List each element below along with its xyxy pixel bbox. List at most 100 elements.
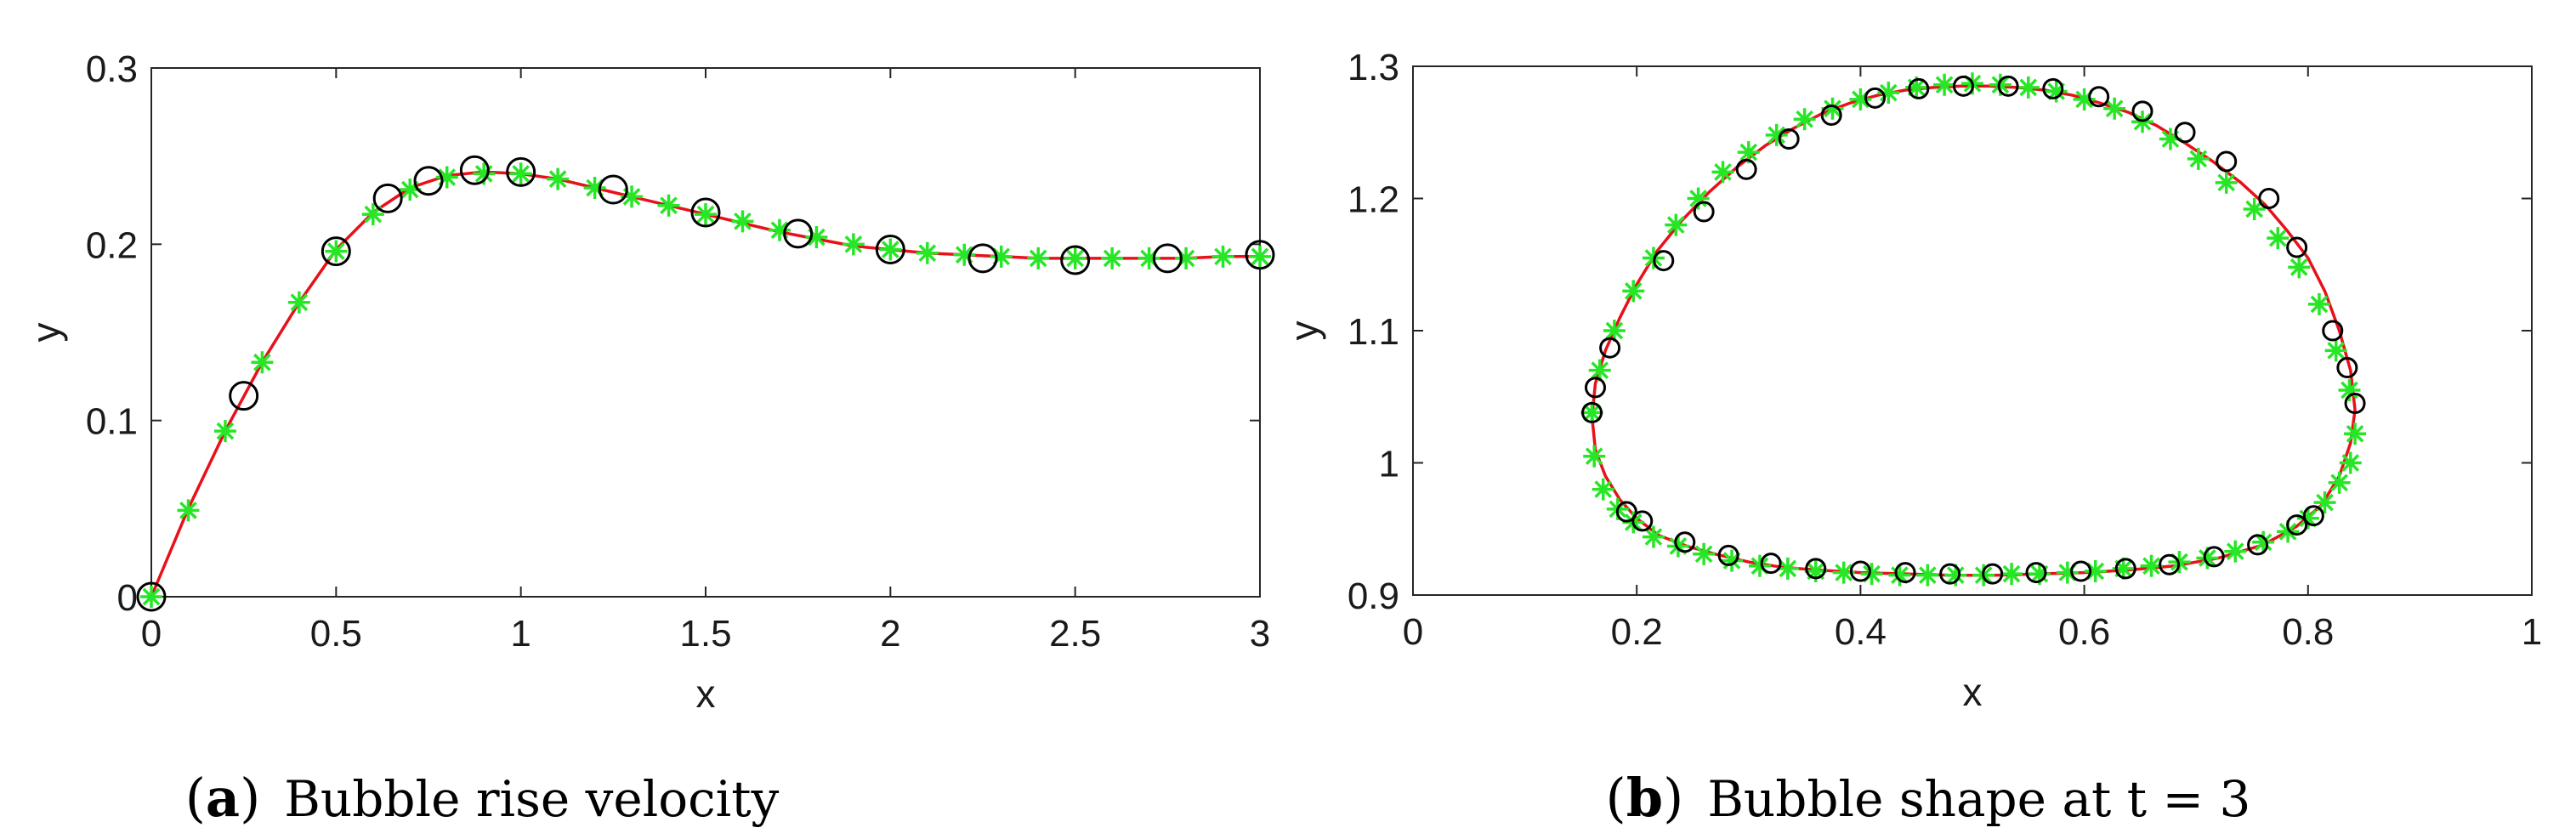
x-tick-label: 0.2 xyxy=(1611,611,1663,653)
asterisk-marker xyxy=(1711,161,1734,184)
asterisk-marker xyxy=(509,162,532,185)
asterisk-marker xyxy=(1989,73,2011,96)
asterisk-marker xyxy=(1804,560,1827,583)
x-tick-label: 1 xyxy=(2522,611,2542,653)
circle-marker xyxy=(1615,501,1637,523)
series-line-reference xyxy=(1590,84,2357,577)
asterisk-marker xyxy=(2288,256,2311,279)
asterisk-marker xyxy=(213,420,236,443)
asterisk-marker xyxy=(1721,549,1744,572)
asterisk-marker xyxy=(2277,520,2300,543)
asterisk-marker xyxy=(1665,213,1688,236)
asterisk-marker xyxy=(916,241,939,264)
axes-frame xyxy=(1412,65,2533,596)
circle-marker xyxy=(2286,514,2308,536)
circle-marker xyxy=(2322,320,2344,342)
circle-marker xyxy=(2286,236,2308,258)
asterisk-marker xyxy=(1933,73,1956,96)
asterisk-marker xyxy=(2140,554,2163,577)
circle-marker xyxy=(1735,158,1757,180)
x-axis-label: x xyxy=(1963,670,1983,714)
asterisk-marker xyxy=(1916,564,1939,587)
asterisk-marker xyxy=(1027,247,1050,269)
circle-marker xyxy=(372,183,403,213)
circle-marker xyxy=(783,218,814,249)
asterisk-marker xyxy=(287,291,310,314)
circle-marker xyxy=(413,166,444,196)
circle-marker xyxy=(1717,544,1739,566)
y-axis-label: y xyxy=(24,323,68,343)
circle-marker xyxy=(2247,534,2269,556)
asterisk-marker xyxy=(2328,471,2351,494)
circle-marker xyxy=(2258,188,2280,209)
asterisk-marker xyxy=(583,176,606,199)
asterisk-marker xyxy=(1138,247,1160,269)
circle-marker xyxy=(2159,553,2181,575)
asterisk-marker xyxy=(1793,108,1816,131)
circle-marker xyxy=(967,243,998,274)
circle-marker xyxy=(598,174,628,205)
asterisk-marker xyxy=(140,586,162,608)
asterisk-marker xyxy=(2224,540,2247,563)
asterisk-marker xyxy=(2103,97,2126,120)
circle-marker xyxy=(1674,531,1696,553)
y-tick-label: 1.3 xyxy=(1348,47,1399,88)
caption-b-text: Bubble shape at t = 3 xyxy=(1707,770,2250,828)
asterisk-marker xyxy=(1101,247,1124,269)
asterisk-marker xyxy=(2084,560,2107,583)
asterisk-marker xyxy=(1877,82,1900,105)
circle-marker xyxy=(1820,105,1842,127)
circle-marker xyxy=(229,381,259,411)
caption-b: (b) Bubble shape at t = 3 xyxy=(1606,767,2251,829)
asterisk-marker xyxy=(2296,507,2319,530)
asterisk-marker xyxy=(2196,547,2219,570)
caption-a-tag: a xyxy=(206,767,240,829)
circle-marker xyxy=(1864,87,1887,109)
asterisk-marker xyxy=(2252,530,2275,553)
caption-a-text: Bubble rise velocity xyxy=(284,770,779,828)
asterisk-marker xyxy=(1849,88,1872,111)
asterisk-marker xyxy=(1888,564,1911,587)
circle-marker xyxy=(1585,377,1607,399)
asterisk-marker xyxy=(2344,422,2367,445)
asterisk-marker xyxy=(1064,247,1087,269)
y-tick-label: 1.1 xyxy=(1348,311,1399,353)
asterisk-marker xyxy=(621,185,644,208)
asterisk-marker xyxy=(1905,76,1928,99)
asterisk-marker xyxy=(2073,88,2096,111)
asterisk-marker xyxy=(768,218,791,241)
asterisk-marker xyxy=(2000,563,2023,586)
asterisk-marker xyxy=(1175,247,1198,269)
y-tick-label: 0.9 xyxy=(1348,575,1399,617)
x-tick-label: 0 xyxy=(1403,611,1423,653)
asterisk-marker xyxy=(2338,378,2361,401)
circle-marker xyxy=(690,197,721,228)
asterisk-marker xyxy=(2339,451,2362,474)
circle-marker xyxy=(2042,77,2064,99)
circle-marker xyxy=(1245,240,1275,270)
x-tick-label: 0.4 xyxy=(1835,611,1887,653)
asterisk-marker xyxy=(1944,564,1967,587)
asterisk-marker xyxy=(177,499,200,522)
asterisk-marker xyxy=(435,166,458,189)
asterisk-marker xyxy=(1583,445,1606,468)
x-tick-label: 2 xyxy=(880,613,900,655)
asterisk-marker xyxy=(1580,401,1603,424)
circle-marker xyxy=(1653,250,1675,272)
circle-marker xyxy=(2302,505,2324,527)
axes-frame xyxy=(150,67,1261,598)
x-tick-label: 3 xyxy=(1250,613,1270,655)
circle-marker xyxy=(1849,560,1871,582)
circle-marker xyxy=(2336,357,2358,379)
y-tick-label: 0 xyxy=(117,577,138,619)
circle-marker xyxy=(1581,401,1603,423)
asterisk-marker xyxy=(990,245,1013,268)
x-tick-label: 1 xyxy=(510,613,531,655)
asterisk-marker xyxy=(399,179,422,201)
circle-marker xyxy=(1631,510,1654,532)
asterisk-marker xyxy=(2313,491,2336,514)
series-line-reference xyxy=(150,170,1260,598)
asterisk-marker xyxy=(1687,187,1710,210)
circle-marker xyxy=(1997,75,2019,97)
